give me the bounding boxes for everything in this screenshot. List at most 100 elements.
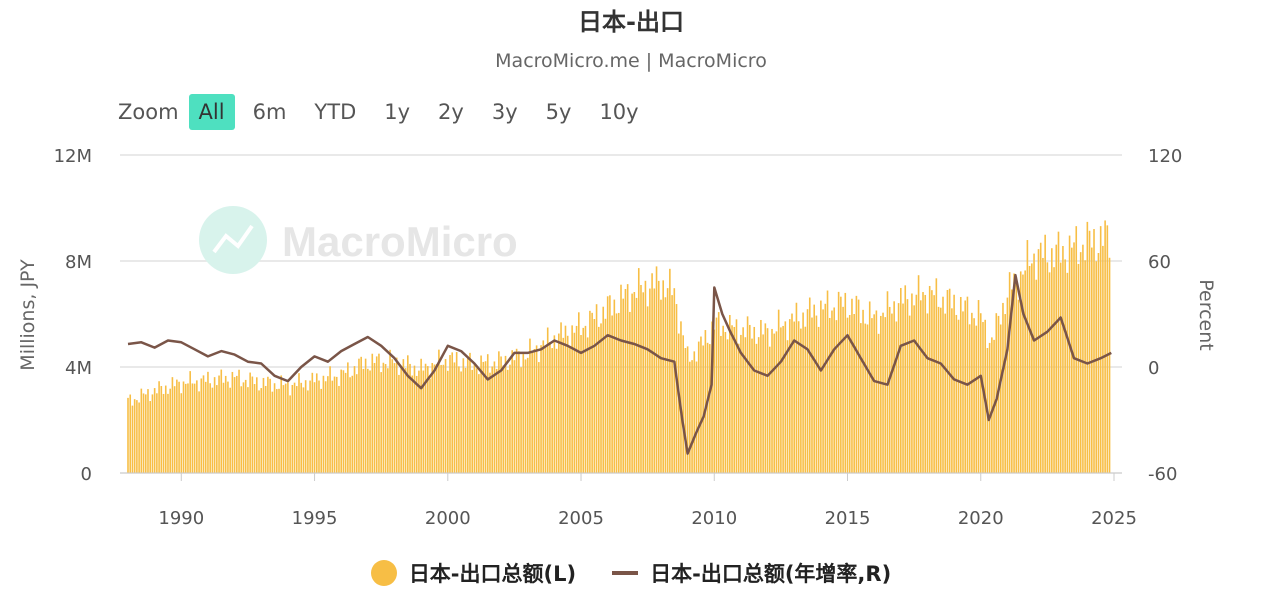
export-bar xyxy=(937,306,940,473)
zoom-button-3y[interactable]: 3y xyxy=(491,100,518,124)
export-bar xyxy=(955,314,958,473)
export-bar xyxy=(513,360,516,473)
export-bar xyxy=(1006,297,1009,473)
export-bar xyxy=(833,307,835,473)
export-bar xyxy=(600,323,602,473)
export-bar xyxy=(1088,230,1091,473)
export-bar xyxy=(147,389,149,473)
export-bar xyxy=(928,285,931,473)
export-bar xyxy=(979,313,982,473)
export-bar xyxy=(176,379,178,473)
export-bar xyxy=(475,368,478,473)
zoom-button-ytd[interactable]: YTD xyxy=(314,100,357,124)
export-bar xyxy=(1104,220,1106,473)
export-bar xyxy=(1057,231,1060,473)
export-bar xyxy=(766,328,769,473)
export-bar xyxy=(491,366,493,473)
export-bar xyxy=(1017,299,1020,473)
export-bar xyxy=(768,346,771,473)
export-bar xyxy=(842,306,844,473)
export-bar xyxy=(831,310,833,473)
export-bar xyxy=(1037,249,1040,473)
export-bar xyxy=(635,297,638,473)
export-bar xyxy=(1062,245,1064,473)
export-bar xyxy=(1059,262,1062,473)
legend-item-exports[interactable]: 日本-出口总额(L) xyxy=(370,558,576,588)
zoom-button-5y[interactable]: 5y xyxy=(545,100,572,124)
export-bar xyxy=(420,358,422,473)
export-bar xyxy=(811,317,813,473)
export-bar xyxy=(280,375,283,473)
chart-title: 日本-出口 xyxy=(578,8,684,36)
export-bar xyxy=(469,352,471,473)
export-bar xyxy=(806,309,809,473)
export-bar xyxy=(715,317,718,473)
export-bar xyxy=(973,318,975,473)
export-bar xyxy=(424,363,427,473)
export-bar xyxy=(897,303,900,473)
export-bar xyxy=(571,325,573,473)
export-bar xyxy=(431,362,434,473)
export-bar xyxy=(953,294,955,473)
export-bar xyxy=(529,338,531,473)
zoom-button-all[interactable]: All xyxy=(188,94,235,130)
export-bar xyxy=(999,324,1002,473)
export-bar xyxy=(287,382,289,473)
export-bar xyxy=(429,378,431,473)
export-bar xyxy=(375,356,378,473)
export-bar xyxy=(764,323,767,473)
export-bar xyxy=(620,284,622,473)
export-bar xyxy=(142,393,145,473)
export-bar xyxy=(380,372,382,473)
y-right-tick-labels: -60 0 60 120 xyxy=(1148,146,1182,485)
export-bar xyxy=(324,381,327,473)
export-bar xyxy=(771,328,773,473)
y-right-tick-label: -60 xyxy=(1148,464,1177,485)
export-bar xyxy=(933,295,935,473)
export-bar xyxy=(524,359,527,473)
export-bar xyxy=(304,380,307,473)
export-bar xyxy=(198,391,200,473)
export-bar xyxy=(751,338,753,473)
export-bar xyxy=(129,394,132,473)
export-bar xyxy=(353,366,356,473)
export-bar xyxy=(320,388,323,473)
export-bar xyxy=(158,381,160,473)
legend-item-yoy[interactable]: 日本-出口总额(年增率,R) xyxy=(612,558,891,588)
export-bar xyxy=(755,343,758,473)
export-bar xyxy=(222,382,225,473)
export-bar xyxy=(680,321,682,473)
export-bar xyxy=(538,362,540,473)
export-bar xyxy=(442,364,445,473)
x-tick-label: 2025 xyxy=(1091,508,1137,529)
y-left-tick-label: 8M xyxy=(65,252,92,273)
export-bar xyxy=(975,325,978,473)
watermark: MacroMicro xyxy=(199,206,518,274)
zoom-button-1y[interactable]: 1y xyxy=(384,100,411,124)
export-bar xyxy=(500,356,502,473)
export-bar xyxy=(407,355,409,473)
zoom-button-6m[interactable]: 6m xyxy=(252,100,287,124)
zoom-button-10y[interactable]: 10y xyxy=(599,100,639,124)
export-bar xyxy=(660,299,662,473)
export-bar xyxy=(153,388,156,473)
export-bar xyxy=(737,343,740,473)
zoom-button-2y[interactable]: 2y xyxy=(438,100,464,124)
export-bar xyxy=(426,366,429,473)
export-bar xyxy=(340,369,342,473)
export-bar xyxy=(793,321,796,473)
y-left-tick-label: 4M xyxy=(65,358,92,379)
export-bar xyxy=(882,312,884,473)
export-bar xyxy=(578,312,580,473)
export-bar xyxy=(851,298,853,473)
export-bar xyxy=(1015,276,1018,473)
export-bar xyxy=(944,313,947,473)
export-bar xyxy=(815,315,818,473)
export-bar xyxy=(919,300,922,473)
export-bar xyxy=(704,330,707,473)
export-bar xyxy=(269,378,271,473)
export-bar xyxy=(633,292,636,473)
export-bar xyxy=(1011,289,1013,473)
export-bar xyxy=(602,306,605,473)
export-bar xyxy=(877,333,880,473)
